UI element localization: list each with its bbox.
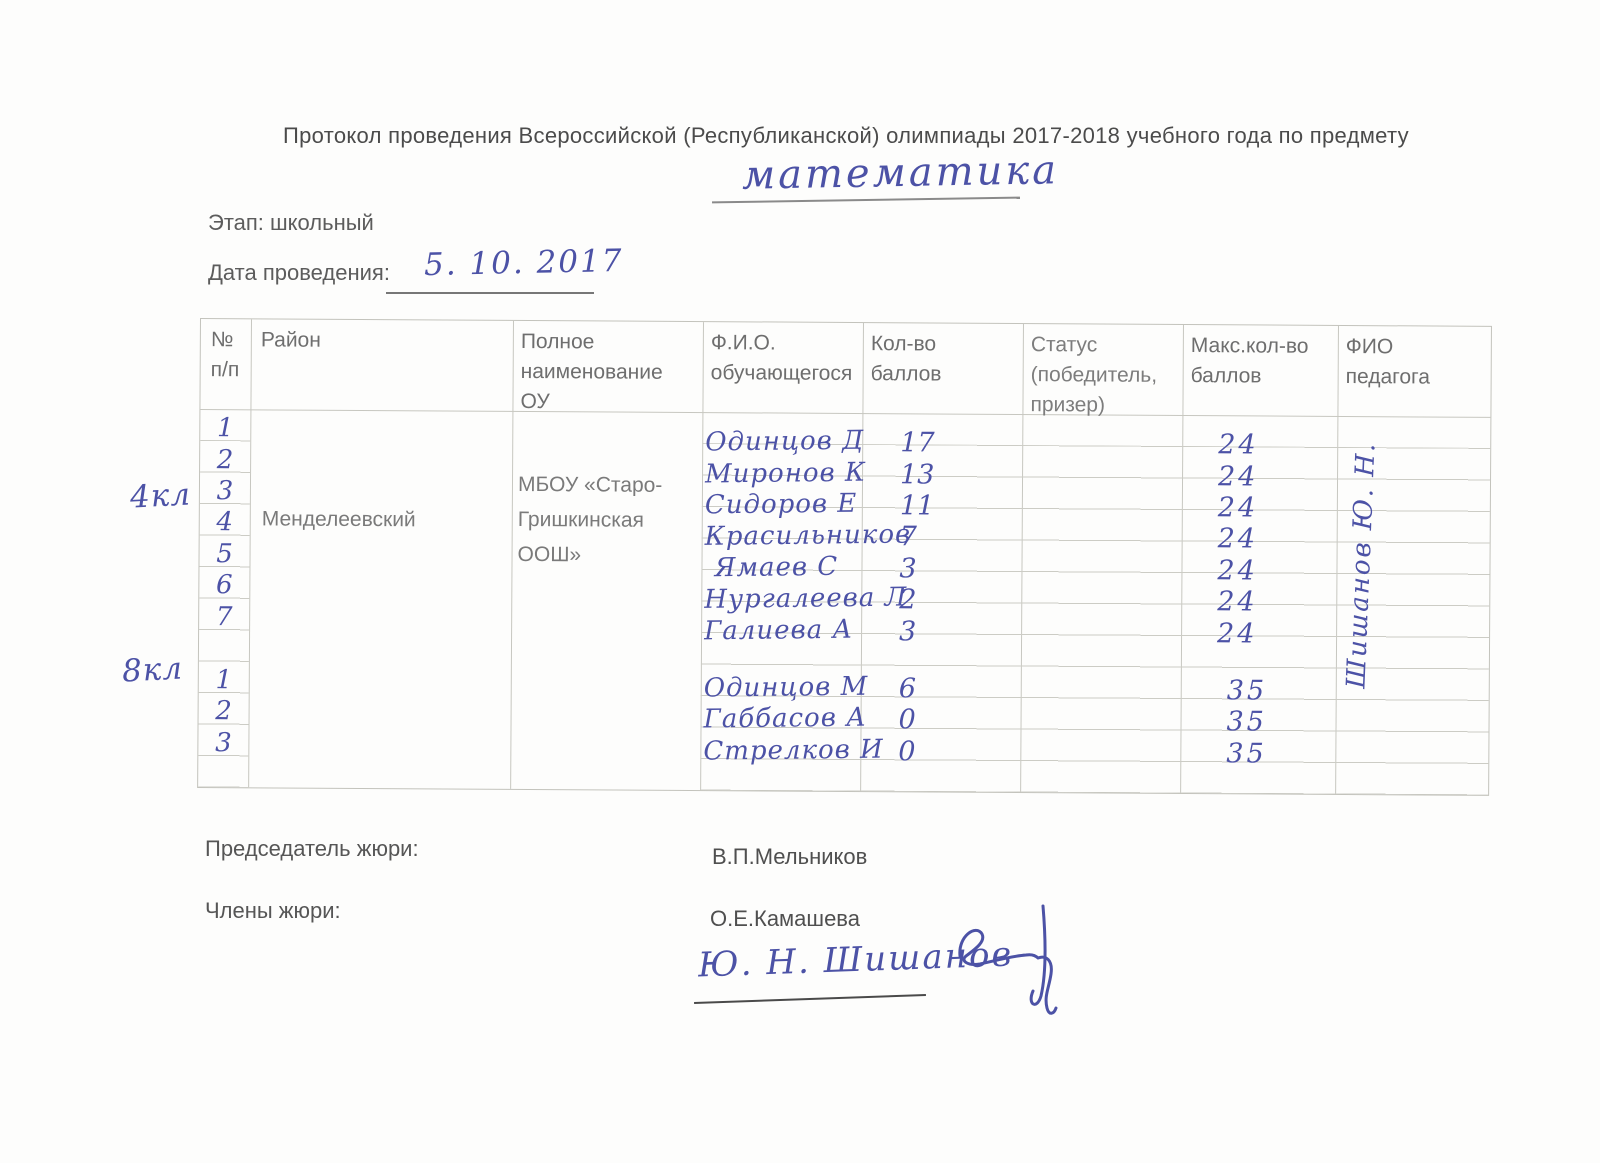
student-score: 6 xyxy=(898,673,917,705)
row-number: 3 xyxy=(215,728,232,759)
table-line xyxy=(510,320,514,789)
jury-member-name: О.Е.Камашева xyxy=(710,906,860,931)
row-number: 1 xyxy=(216,413,234,444)
max-score: 35 xyxy=(1226,675,1268,707)
col-header-score: Кол-во баллов xyxy=(870,332,942,386)
student-score: 7 xyxy=(899,521,917,553)
max-score: 24 xyxy=(1217,523,1259,555)
district-name: Менделеевский xyxy=(261,507,416,532)
row-number: 5 xyxy=(216,539,233,570)
student-score: 17 xyxy=(900,427,935,459)
row-number: 1 xyxy=(215,665,233,696)
table-header-line xyxy=(200,409,1491,418)
chairman-name: В.П.Мельников xyxy=(712,844,868,869)
max-score: 24 xyxy=(1216,618,1258,650)
max-score: 24 xyxy=(1217,586,1258,618)
row-number: 4 xyxy=(216,507,234,538)
max-score: 35 xyxy=(1226,706,1268,738)
col-header-district: Район xyxy=(260,328,321,352)
max-score: 24 xyxy=(1218,429,1259,461)
class-label-4: 4кл xyxy=(129,476,192,516)
student-name: Сидоров Е xyxy=(704,488,858,521)
student-score: 0 xyxy=(898,704,916,736)
subject-handwritten: математика xyxy=(741,147,1060,199)
col-header-status: Статус (победитель, призер) xyxy=(1030,333,1158,417)
student-name: Одинцов Д xyxy=(705,425,865,458)
chairman-label: Председатель жюри: xyxy=(205,836,419,861)
col-header-teacher: ФИО педагога xyxy=(1345,335,1431,389)
student-name: Стрелков И xyxy=(703,734,884,767)
date-label: Дата проведения: xyxy=(208,260,390,285)
date-value-handwritten: 5. 10. 2017 xyxy=(423,242,624,284)
school-name: МБОУ «Старо- Гришкинская ООШ» xyxy=(517,472,663,567)
student-name: Красильников xyxy=(704,519,912,552)
max-score: 24 xyxy=(1217,461,1259,493)
student-score: 11 xyxy=(899,490,935,522)
date-underline xyxy=(386,292,594,294)
row-number: 7 xyxy=(215,602,233,633)
stage-text: Этап: школьный xyxy=(208,210,374,235)
student-score: 13 xyxy=(899,459,935,491)
student-name: Миронов К xyxy=(704,457,867,490)
results-table: № п/п Район Полное наименование ОУ Ф.И.О… xyxy=(197,318,1492,796)
signature-underline xyxy=(694,993,926,1005)
col-header-school: Полное наименование ОУ xyxy=(520,329,663,414)
row-number: 2 xyxy=(215,696,232,727)
student-score: 3 xyxy=(899,616,917,648)
row-number: 6 xyxy=(215,570,233,601)
col-header-num: № п/п xyxy=(210,328,240,382)
student-score: 2 xyxy=(899,584,917,616)
student-name: Нургалеева Л xyxy=(704,582,908,615)
student-name: Одинцов М xyxy=(703,671,869,704)
document-title: Протокол проведения Всероссийской (Респу… xyxy=(283,123,1409,148)
class-label-8: 8кл xyxy=(121,650,184,690)
student-name: Галиева А xyxy=(703,614,854,647)
student-score: 3 xyxy=(899,553,917,585)
student-name: Габбасов А xyxy=(703,702,867,735)
max-score: 24 xyxy=(1217,492,1259,524)
max-score: 35 xyxy=(1226,738,1267,770)
max-score: 24 xyxy=(1217,555,1258,587)
col-header-student: Ф.И.О. обучающегося xyxy=(710,331,853,385)
student-score: 0 xyxy=(898,736,916,768)
row-number: 3 xyxy=(216,476,234,507)
jury-members-label: Члены жюри: xyxy=(205,898,341,923)
signature-scribble xyxy=(958,904,1058,1015)
student-name: Ямаев С xyxy=(714,551,839,584)
col-header-max: Макс.кол-во баллов xyxy=(1190,334,1309,388)
row-number: 2 xyxy=(216,445,234,476)
